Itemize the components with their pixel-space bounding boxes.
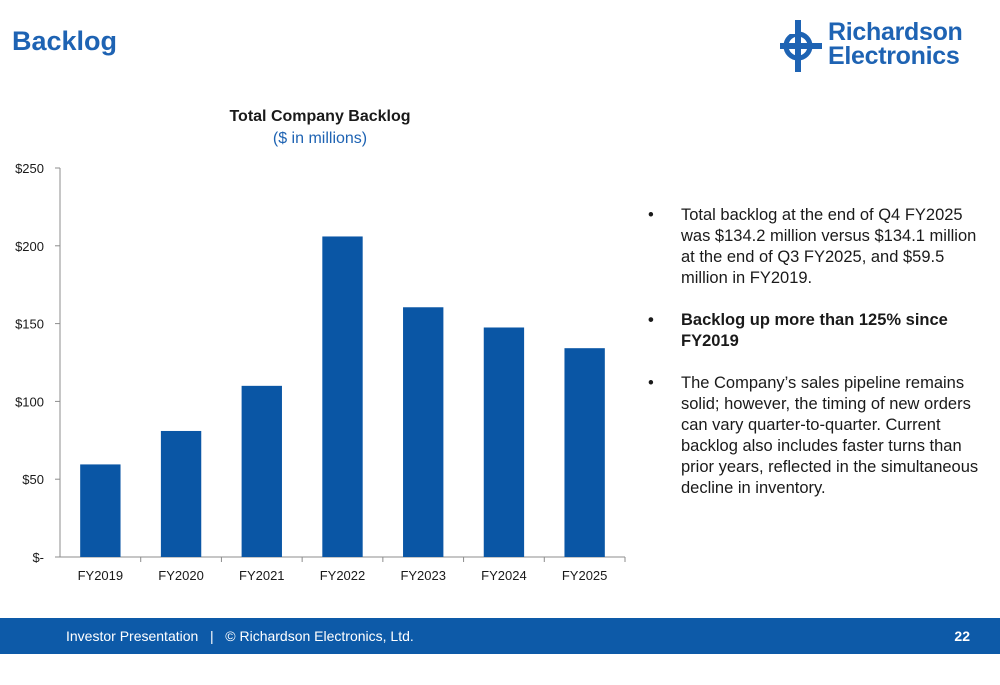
- x-tick-label: FY2024: [481, 568, 527, 583]
- x-tick-label: FY2025: [562, 568, 608, 583]
- bar: [322, 236, 363, 557]
- x-tick-label: FY2019: [78, 568, 124, 583]
- chart-title: Total Company Backlog: [229, 108, 411, 125]
- bullet-list: Total backlog at the end of Q4 FY2025 wa…: [646, 205, 991, 520]
- x-tick-label: FY2021: [239, 568, 285, 583]
- y-tick-label: $250: [15, 161, 44, 176]
- logo-line1: Richardson: [828, 18, 963, 46]
- bullet-item: Backlog up more than 125% since FY2019: [646, 310, 991, 352]
- x-tick-label: FY2022: [320, 568, 366, 583]
- slide-title: Backlog: [12, 26, 118, 56]
- x-tick-label: FY2023: [400, 568, 446, 583]
- logo-line2: Electronics: [828, 42, 960, 70]
- bar: [80, 464, 121, 557]
- bar: [241, 385, 282, 557]
- y-tick-label: $100: [15, 394, 44, 409]
- bullet-item: The Company’s sales pipeline remains sol…: [646, 373, 991, 499]
- page-number: 22: [954, 628, 970, 644]
- bar: [483, 327, 525, 557]
- bar: [403, 307, 444, 557]
- chart-subtitle: ($ in millions): [272, 130, 368, 147]
- x-tick-label: FY2020: [158, 568, 204, 583]
- bar: [160, 430, 202, 557]
- footer-bar: Investor Presentation | © Richardson Ele…: [0, 618, 1000, 654]
- bar: [564, 348, 605, 557]
- y-tick-label: $150: [15, 317, 44, 332]
- backlog-bar-chart: $- $50 $100 $150 $200 $250 FY2019 FY2020 FY2021 F…: [15, 161, 626, 583]
- y-tick-label: $50: [22, 472, 44, 487]
- company-logo: Richardson Electronics: [778, 18, 990, 74]
- footer-text: Investor Presentation | © Richardson Ele…: [66, 628, 414, 644]
- richardson-crosshair-icon: [780, 20, 822, 72]
- y-tick-label: $-: [32, 550, 44, 565]
- y-tick-label: $200: [15, 239, 44, 254]
- bullet-item: Total backlog at the end of Q4 FY2025 wa…: [646, 205, 991, 289]
